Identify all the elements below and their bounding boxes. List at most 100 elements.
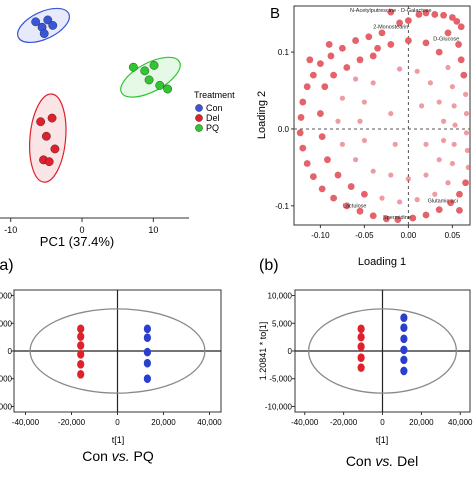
- loading-point: [330, 194, 337, 202]
- loading-point: [422, 211, 430, 219]
- loading-point: [299, 144, 307, 152]
- loading-point: [347, 183, 355, 190]
- loading-point: [356, 56, 364, 64]
- pca-legend-marker-del: [195, 114, 203, 122]
- pca-point-pq: [128, 62, 138, 72]
- loading-point: [419, 103, 425, 109]
- loading-point: [317, 110, 324, 117]
- loading-point: [324, 156, 331, 164]
- loading-point: [378, 29, 386, 37]
- loading-point: [457, 56, 465, 64]
- loading-point: [464, 147, 470, 154]
- loading-point: [447, 199, 455, 207]
- pca-point-pq: [155, 80, 165, 90]
- loading-point: [441, 137, 447, 144]
- loading-point: [317, 60, 324, 68]
- loading-point: [451, 103, 457, 109]
- opls-x-tick-label: 20,000: [151, 418, 176, 427]
- loading-point: [444, 29, 452, 37]
- loading-plot: B N-Acetylputrescine · D-Galactose 2-Mono…: [256, 5, 471, 268]
- loading-point: [379, 195, 385, 201]
- loading-point: [463, 91, 469, 97]
- opls-y-tick-label: -10,000: [265, 402, 293, 411]
- opls-y-tick-label: 5,000: [272, 319, 293, 328]
- opls-a-points: [77, 324, 151, 384]
- loading-point: [456, 207, 463, 214]
- caption-part: Con: [82, 448, 112, 464]
- pca-legend-marker-pq: [195, 124, 203, 132]
- loading-point: [361, 99, 367, 105]
- loading-point: [457, 23, 465, 31]
- loading-point: [432, 191, 438, 197]
- opls-point-del: [400, 323, 408, 333]
- caption-part: Con: [346, 453, 376, 469]
- loading-point: [463, 130, 470, 136]
- loading-point: [462, 179, 469, 187]
- opls-point-con: [357, 363, 365, 372]
- loading-point: [423, 172, 429, 178]
- loading-point: [309, 173, 317, 180]
- pca-x-ticks: -10 0 10: [4, 218, 158, 235]
- opls-b-caption: Con vs. Del: [346, 453, 418, 469]
- loading-point: [361, 137, 367, 144]
- loading-point: [445, 64, 451, 71]
- loading-point: [357, 118, 363, 124]
- loading-point: [452, 122, 458, 128]
- opls-b-x-axis-label: t[1]: [376, 435, 389, 445]
- loading-point: [361, 190, 368, 198]
- loading-point: [451, 141, 457, 147]
- panel-b-label: B: [270, 5, 280, 22]
- loading-point: [414, 197, 420, 203]
- loading-point: [335, 118, 341, 124]
- opls-point-pq: [143, 333, 151, 342]
- opls-y-tick-label: 5000: [0, 375, 13, 384]
- loading-point: [435, 48, 443, 56]
- loading-point: [327, 52, 335, 60]
- opls-b-y-ticks: 10,000 5,000 0 -5,000 -10,000: [265, 292, 295, 411]
- loading-annotations: N-Acetylputrescine · D-Galactose 2-Monost…: [343, 8, 459, 221]
- opls-point-con: [357, 342, 365, 351]
- loading-annotation: Glutamic aci: [428, 199, 458, 205]
- pca-point-con: [31, 17, 41, 27]
- loading-point: [405, 17, 412, 24]
- loading-point: [449, 160, 455, 167]
- loading-point: [306, 56, 314, 64]
- loading-point: [431, 11, 439, 18]
- opls-point-del: [400, 313, 408, 323]
- loading-point: [422, 9, 430, 17]
- loading-point: [339, 44, 346, 52]
- loading-point: [318, 133, 326, 141]
- loading-point: [388, 172, 394, 178]
- loading-y-tick-label: -0.1: [275, 202, 289, 211]
- loading-plot-frame: [293, 5, 471, 226]
- opls-point-del: [400, 334, 408, 344]
- loading-x-tick-label: 0.05: [445, 231, 461, 240]
- pca-point-pq: [144, 75, 154, 85]
- pca-x-axis-label: PC1 (37.4%): [40, 234, 114, 249]
- loading-point: [453, 17, 461, 25]
- pca-x-tick-label: 0: [80, 225, 85, 235]
- opls-x-tick-label: -40,000: [12, 418, 40, 427]
- opls-point-con: [357, 332, 365, 342]
- loading-annotation: Lactulose: [343, 203, 367, 209]
- pca-legend-label: Con: [206, 103, 223, 113]
- loading-point: [463, 110, 470, 117]
- opls-point-con: [77, 369, 85, 379]
- pca-legend-label: PQ: [206, 123, 219, 133]
- pca-point-con: [39, 29, 49, 39]
- loading-point: [415, 11, 423, 18]
- opls-x-tick-label: 0: [380, 418, 385, 427]
- loading-point: [435, 206, 443, 214]
- loading-point: [427, 80, 433, 86]
- loading-point: [343, 64, 351, 71]
- opls-point-con: [357, 353, 365, 362]
- loading-point: [423, 141, 429, 147]
- loading-point: [309, 71, 317, 79]
- opls-x-tick-label: 20,000: [409, 418, 434, 427]
- caption-part: Del: [393, 453, 418, 469]
- loading-point: [343, 202, 351, 210]
